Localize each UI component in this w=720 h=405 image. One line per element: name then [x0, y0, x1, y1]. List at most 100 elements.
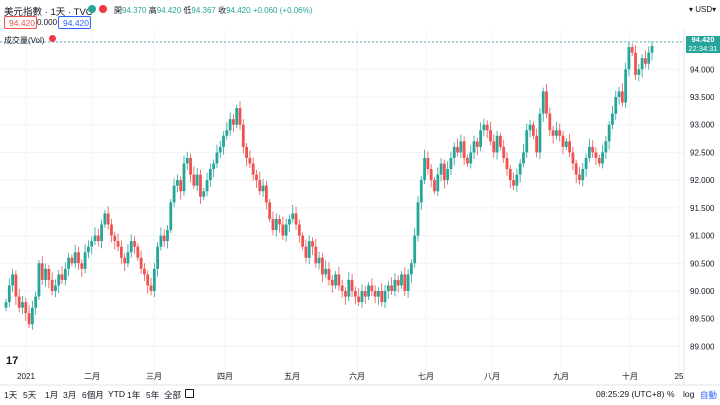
candle	[274, 213, 278, 237]
candle-body	[281, 224, 285, 236]
price-axis: 94.50094.00093.50093.00092.50092.00091.5…	[690, 38, 715, 352]
candle	[614, 90, 618, 120]
candle	[423, 149, 426, 185]
candle-body	[472, 141, 476, 153]
candle	[63, 262, 67, 286]
range-button[interactable]: 5年	[146, 390, 160, 400]
ohlc-readout: 開94.370 高94.420 低94.367 收94.420 +0.060 (…	[114, 5, 312, 16]
volume-indicator-label[interactable]: 成交量(Vol)	[4, 36, 45, 45]
candle	[166, 225, 169, 249]
candle	[512, 172, 515, 191]
candle-body	[423, 157, 426, 181]
candle	[416, 196, 420, 242]
time-tick-label: 2021	[17, 372, 35, 381]
candle-body	[611, 113, 614, 125]
candle	[502, 139, 506, 163]
symbol-title[interactable]: 美元指數 · 1天 · TVC	[4, 7, 93, 18]
candle	[442, 159, 446, 189]
candle	[472, 135, 476, 160]
candle-body	[116, 241, 120, 247]
candle	[139, 250, 143, 274]
candle	[449, 151, 453, 176]
candle-body	[347, 279, 351, 297]
candle	[409, 259, 413, 283]
candle-body	[11, 274, 14, 286]
candle	[492, 134, 496, 158]
candle-body	[255, 174, 258, 181]
candle-body	[492, 141, 496, 153]
eye-icon[interactable]	[99, 5, 107, 13]
candle	[350, 273, 354, 298]
candle-body	[218, 146, 222, 153]
candle-body	[14, 274, 18, 297]
candle-body	[57, 274, 61, 286]
calendar-range-icon[interactable]	[185, 389, 194, 398]
candle	[317, 251, 321, 270]
timezone-clock[interactable]: 08:25:29 (UTC+8)	[596, 389, 665, 399]
candle	[133, 236, 136, 254]
candle-body	[350, 279, 354, 292]
candle-body	[264, 185, 268, 203]
candle-body	[202, 191, 206, 197]
candle-body	[17, 296, 21, 308]
candle-body	[337, 274, 341, 286]
range-button[interactable]: 1年	[127, 390, 141, 400]
candle	[344, 287, 347, 305]
candle-body	[416, 202, 420, 236]
candle	[218, 140, 222, 159]
candle-body	[449, 157, 453, 170]
candle-body	[390, 285, 394, 292]
price-tick-label: 89.500	[690, 315, 715, 324]
candle-body	[126, 252, 130, 264]
candle-body	[637, 69, 641, 75]
log-scale-toggle[interactable]: log	[683, 389, 695, 399]
candle	[390, 277, 394, 295]
indicator-warning-icon[interactable]	[49, 35, 56, 42]
candle-body	[380, 291, 384, 303]
candle	[314, 238, 318, 268]
candle	[508, 165, 512, 189]
range-button[interactable]: 3月	[63, 390, 77, 400]
candle-body	[70, 257, 74, 264]
candle-body	[620, 91, 624, 103]
currency-menu[interactable]: ▾ USD▾	[689, 5, 716, 14]
candle-body	[334, 274, 337, 286]
candle-body	[436, 174, 440, 192]
range-button[interactable]: 6個月	[82, 390, 104, 400]
candle-body	[63, 268, 67, 280]
range-button[interactable]: 1月	[45, 390, 59, 400]
candle	[268, 198, 272, 223]
candle	[80, 259, 84, 278]
candle	[284, 218, 288, 242]
range-button[interactable]: 1天	[4, 390, 18, 400]
candle	[304, 239, 308, 263]
tradingview-logo[interactable]: 17	[6, 355, 19, 367]
candle	[597, 154, 601, 167]
candle-body	[100, 224, 103, 242]
candle-body	[370, 285, 374, 292]
candle-body	[169, 202, 173, 231]
candle	[436, 167, 440, 197]
candle	[261, 179, 265, 197]
range-button[interactable]: 全部	[164, 390, 182, 400]
bid-price-button[interactable]: 94.420	[4, 16, 37, 29]
candle	[647, 46, 651, 70]
range-button[interactable]: 5天	[23, 390, 37, 400]
auto-scale-toggle[interactable]: 自動	[700, 390, 718, 400]
range-button[interactable]: YTD	[108, 389, 125, 399]
percent-scale-toggle[interactable]: %	[667, 389, 675, 399]
candle-body	[545, 91, 548, 114]
chevron-down-icon: ▾	[712, 5, 717, 14]
candle	[129, 234, 133, 258]
candle	[34, 291, 38, 315]
candle	[479, 122, 483, 152]
candle	[301, 232, 305, 250]
candle	[363, 286, 367, 304]
candle	[307, 235, 311, 265]
candle	[291, 205, 295, 223]
candle	[7, 278, 11, 308]
candle-body	[495, 135, 499, 153]
candle-body	[222, 135, 225, 147]
ask-price-button[interactable]: 94.420	[58, 16, 91, 29]
